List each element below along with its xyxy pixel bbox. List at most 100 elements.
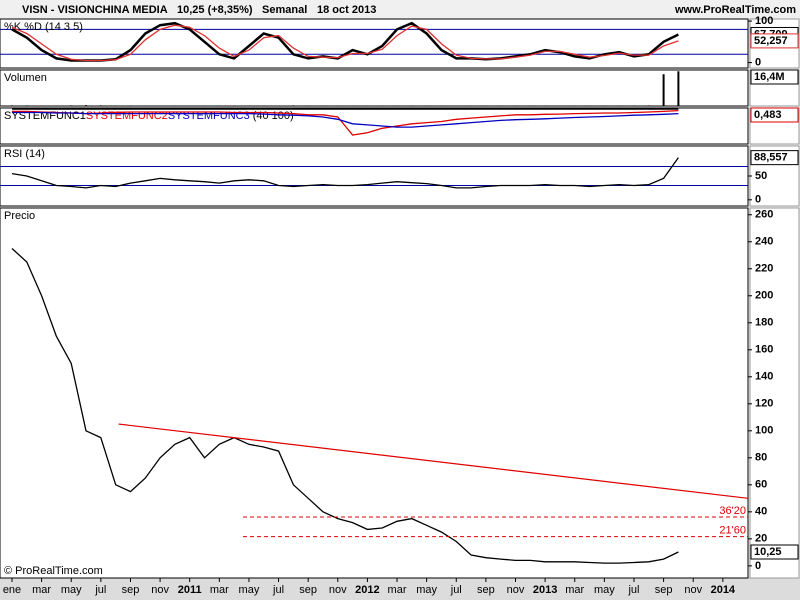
- y-tick-label: 120: [755, 398, 773, 410]
- volume-bar: [159, 105, 162, 106]
- volume-bar: [544, 105, 547, 106]
- volume-bar: [307, 105, 310, 106]
- volume-bar: [247, 105, 250, 106]
- last-value-box: [750, 150, 799, 166]
- volume-bar: [218, 105, 221, 106]
- level-label: 36'20: [719, 505, 746, 517]
- volume-bar: [558, 105, 561, 106]
- y-tick-label: 80: [755, 452, 767, 464]
- y-tick-label: 260: [755, 209, 773, 221]
- y-tick-label: 220: [755, 263, 773, 275]
- panel: [0, 69, 749, 107]
- volume-bar: [277, 105, 280, 106]
- volume-bar: [55, 105, 58, 106]
- volume-bar: [588, 105, 591, 106]
- y-tick-label: 240: [755, 236, 773, 248]
- volume-bar: [40, 105, 43, 106]
- footer: © ProRealTime.com: [4, 565, 103, 577]
- volume-bar: [85, 105, 88, 106]
- x-tick-label: mar: [565, 584, 584, 596]
- y-tick-label: 140: [755, 371, 773, 383]
- volume-bar: [499, 105, 502, 106]
- x-tick-label: sep: [122, 584, 140, 596]
- last-value-box: [750, 69, 799, 85]
- x-tick-label: ene: [3, 584, 21, 596]
- panel: [0, 145, 749, 207]
- y-tick-label: 200: [755, 290, 773, 302]
- x-tick-label: sep: [477, 584, 495, 596]
- volume-bar: [203, 105, 206, 106]
- volume-bar: [321, 105, 324, 106]
- y-tick-label: 50: [755, 170, 767, 182]
- volume-bar: [514, 105, 517, 106]
- x-tick-label: may: [239, 584, 260, 596]
- axis-panel: [749, 207, 800, 579]
- volume-bar: [455, 105, 458, 106]
- panel: [0, 207, 749, 579]
- last-value-label: 10,25: [754, 546, 782, 558]
- volume-bar: [351, 105, 354, 106]
- symbol: VISN - VISIONCHINA MEDIA: [22, 4, 168, 16]
- site: www.ProRealTime.com: [674, 4, 796, 16]
- last-value-box: [750, 33, 799, 49]
- x-tick-label: nov: [151, 584, 169, 596]
- volume-bar: [70, 105, 73, 106]
- volume-bar: [188, 105, 191, 106]
- volume-bar: [173, 105, 176, 106]
- volume-bar: [381, 105, 384, 106]
- y-tick-label: 0: [755, 57, 761, 69]
- volume-bar: [603, 105, 606, 106]
- y-tick-label: 180: [755, 317, 773, 329]
- series-line: [12, 109, 679, 136]
- y-tick-label: 60: [755, 479, 767, 491]
- x-tick-label: jul: [94, 584, 106, 596]
- x-tick-label: nov: [684, 584, 702, 596]
- trendline: [118, 423, 749, 499]
- last-value-box: [750, 107, 799, 123]
- volume-bar: [440, 105, 443, 106]
- panel: [0, 18, 749, 69]
- y-tick-label: 40: [755, 506, 767, 518]
- last-value-label: 52,257: [754, 35, 788, 47]
- volume-bar: [262, 105, 265, 106]
- volume-bar: [144, 105, 147, 106]
- x-tick-label: 2014: [711, 584, 736, 596]
- volume-bar: [677, 71, 680, 106]
- volume-bar: [99, 105, 102, 106]
- series-line: [11, 21, 679, 62]
- x-tick-label: nov: [507, 584, 525, 596]
- x-tick-label: sep: [655, 584, 673, 596]
- panel-title: %K %D (14 3 5): [4, 21, 83, 33]
- x-tick-label: jul: [450, 584, 462, 596]
- period: Semanal: [262, 4, 307, 16]
- y-tick-label: 160: [755, 344, 773, 356]
- x-tick-label: mar: [388, 584, 407, 596]
- volume-bar: [484, 105, 487, 106]
- y-tick-label: 100: [755, 15, 773, 27]
- series-line: [11, 248, 679, 564]
- x-tick-label: jul: [627, 584, 639, 596]
- volume-bar: [632, 105, 635, 106]
- volume-bar: [233, 105, 236, 106]
- price: 10,25 (+8,35%): [177, 4, 253, 16]
- y-tick-label: 100: [755, 425, 773, 437]
- volume-bar: [129, 105, 132, 106]
- x-tick-label: jul: [272, 584, 284, 596]
- last-value-label: 0,483: [754, 109, 782, 121]
- volume-bar: [573, 105, 576, 106]
- last-value-label: 88,557: [754, 152, 788, 164]
- panel-title: RSI (14): [4, 148, 45, 160]
- volume-bar: [647, 105, 650, 106]
- series-line: [11, 24, 679, 62]
- panel-title: (40 100): [253, 110, 294, 122]
- x-tick-label: nov: [329, 584, 347, 596]
- x-tick-label: 2013: [533, 584, 557, 596]
- x-tick-label: 2012: [355, 584, 379, 596]
- volume-bar: [529, 105, 532, 106]
- x-tick-label: may: [61, 584, 82, 596]
- x-tick-label: mar: [210, 584, 229, 596]
- last-value-box: [750, 544, 799, 560]
- volume-bar: [470, 105, 473, 106]
- y-tick-label: 0: [755, 560, 761, 572]
